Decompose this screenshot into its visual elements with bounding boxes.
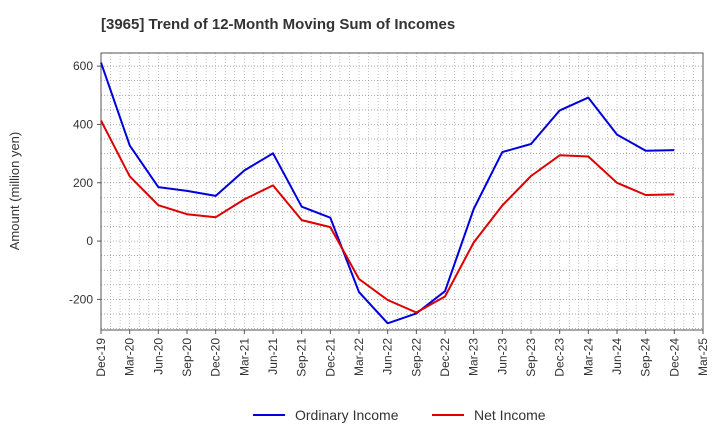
x-tick-label: Sep-23	[524, 338, 538, 377]
x-tick-label: Mar-21	[237, 338, 251, 376]
y-axis-ticks: -200 0 200 400 600	[69, 59, 101, 306]
x-tick-label: Dec-24	[667, 338, 681, 377]
x-tick-label: Mar-25	[696, 338, 710, 376]
y-tick-label: 600	[73, 59, 93, 73]
legend: Ordinary Income Net Income	[253, 407, 546, 423]
x-tick-label: Dec-19	[94, 338, 108, 377]
x-axis-ticks: Dec-19 Mar-20 Jun-20 Sep-20 Dec-20 Mar-21 Jun-…	[94, 330, 710, 377]
x-tick-label: Mar-20	[123, 338, 137, 376]
x-tick-label: Dec-22	[438, 338, 452, 377]
x-tick-label: Sep-24	[639, 338, 653, 377]
x-tick-label: Dec-21	[323, 338, 337, 377]
x-tick-label: Mar-24	[581, 338, 595, 376]
y-tick-label: 0	[86, 234, 93, 248]
plot-area-frame	[100, 52, 704, 331]
x-tick-label: Mar-22	[352, 338, 366, 376]
legend-label: Ordinary Income	[295, 407, 399, 423]
x-tick-label: Dec-23	[553, 338, 567, 377]
y-axis-title: Amount (million yen)	[7, 132, 22, 251]
chart-title: [3965] Trend of 12-Month Moving Sum of I…	[101, 16, 456, 33]
x-tick-label: Dec-20	[209, 338, 223, 377]
x-tick-label: Jun-20	[151, 338, 165, 375]
y-tick-label: -200	[69, 292, 93, 306]
grid-lines	[101, 53, 703, 330]
x-tick-label: Mar-23	[467, 338, 481, 376]
x-tick-label: Jun-24	[610, 338, 624, 375]
series-line	[100, 120, 675, 314]
y-tick-label: 400	[73, 117, 93, 131]
legend-label: Net Income	[474, 407, 546, 423]
x-tick-label: Sep-22	[409, 338, 423, 377]
y-tick-label: 200	[73, 176, 93, 190]
x-tick-label: Jun-21	[266, 338, 280, 375]
x-tick-label: Jun-23	[495, 338, 509, 375]
x-tick-label: Sep-20	[180, 338, 194, 377]
series-line	[100, 62, 675, 325]
series-lines	[100, 62, 675, 325]
x-tick-label: Sep-21	[295, 338, 309, 377]
x-tick-label: Jun-22	[381, 338, 395, 375]
